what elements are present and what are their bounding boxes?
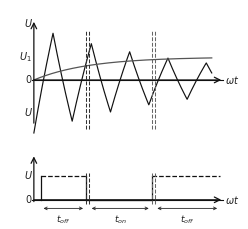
Text: $\omega t$: $\omega t$ [225, 194, 239, 206]
Text: 0: 0 [26, 195, 32, 205]
Text: U: U [25, 108, 32, 118]
Text: 0: 0 [26, 75, 32, 85]
Text: $t_{on}$: $t_{on}$ [114, 213, 127, 226]
Text: $\omega t$: $\omega t$ [225, 74, 239, 86]
Text: $U_1$: $U_1$ [19, 50, 32, 64]
Text: U: U [25, 19, 32, 29]
Text: $t_{off}$: $t_{off}$ [180, 213, 195, 226]
Text: U: U [25, 171, 32, 181]
Text: $t_{off}$: $t_{off}$ [56, 213, 71, 226]
